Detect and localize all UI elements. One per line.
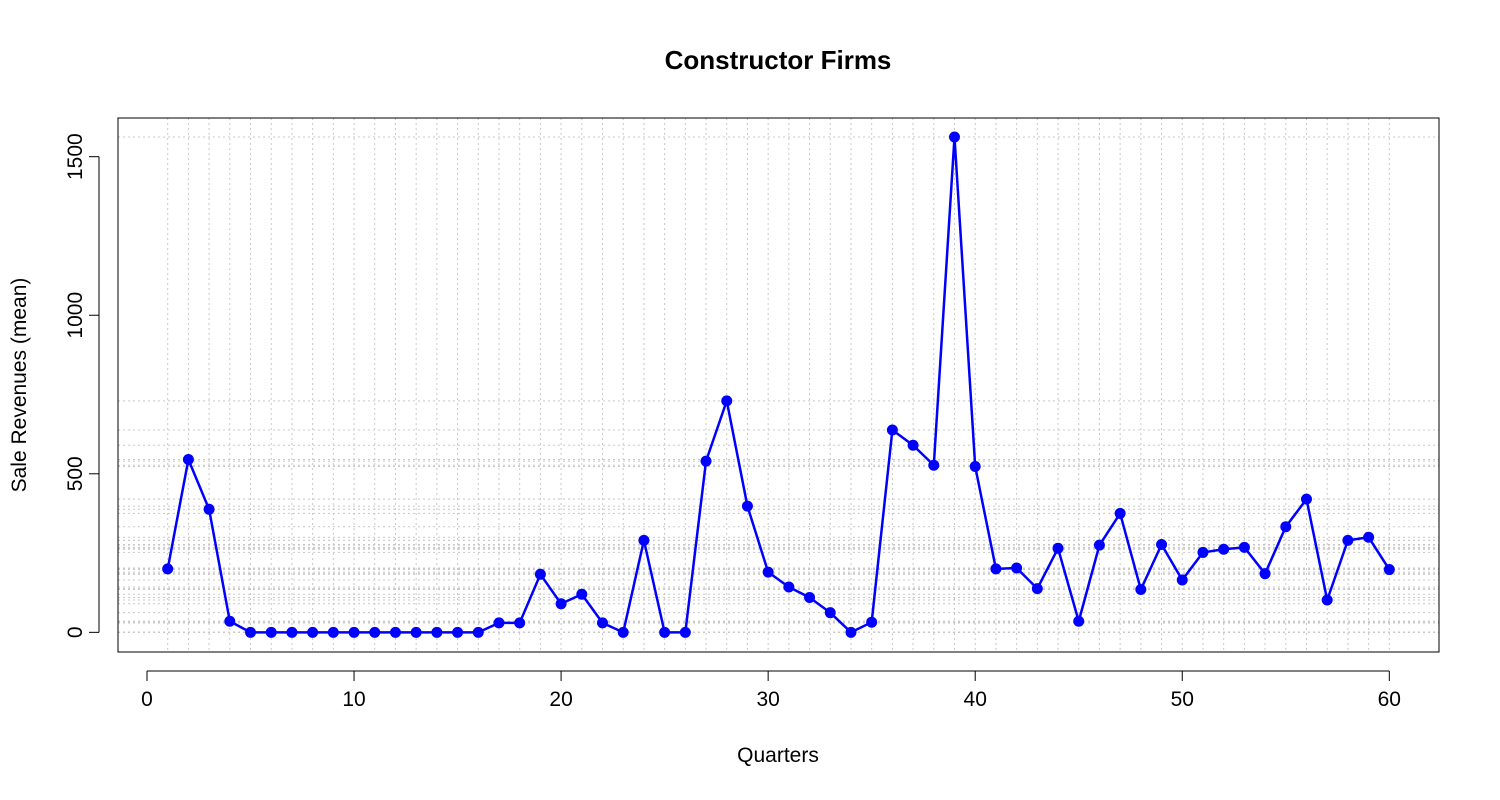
x-tick-label-10: 10 [342,688,365,711]
data-point-36 [886,424,898,436]
data-point-51 [1197,546,1209,558]
data-point-35 [866,616,878,628]
data-point-29 [741,500,753,512]
x-axis-label: Quarters [737,744,819,767]
y-tick-label-1000: 1000 [64,292,87,339]
y-tick-label-1500: 1500 [64,133,87,180]
data-point-60 [1383,564,1395,576]
data-point-26 [679,626,691,638]
data-point-10 [348,626,360,638]
data-point-52 [1218,543,1230,555]
data-point-5 [245,626,257,638]
data-point-23 [617,626,629,638]
y-tick-label-0: 0 [64,626,87,638]
data-point-30 [762,566,774,578]
data-point-11 [369,626,381,638]
data-point-41 [990,563,1002,575]
x-tick-label-40: 40 [964,688,987,711]
series-line [166,135,1391,634]
data-point-48 [1135,584,1147,596]
data-point-18 [514,617,526,629]
data-point-9 [327,626,339,638]
data-point-27 [700,455,712,467]
y-axis-label: Sale Revenues (mean) [8,278,31,493]
x-tick-label-60: 60 [1378,688,1401,711]
data-point-4 [224,615,236,627]
data-point-13 [410,626,422,638]
data-point-17 [493,617,505,629]
data-point-46 [1093,539,1105,551]
data-point-31 [783,581,795,593]
data-point-15 [452,626,464,638]
data-point-33 [824,607,836,619]
data-point-55 [1280,521,1292,533]
y-axis: 0 500 1000 1500 [64,133,100,638]
plot-area-border [117,117,1440,653]
data-point-7 [286,626,298,638]
data-point-56 [1300,493,1312,505]
data-point-34 [845,626,857,638]
data-point-47 [1114,507,1126,519]
data-point-22 [597,617,609,629]
data-point-20 [555,598,567,610]
x-tick-label-20: 20 [549,688,572,711]
data-point-50 [1176,574,1188,586]
data-point-3 [203,503,215,515]
data-point-45 [1073,615,1085,627]
data-point-59 [1363,531,1375,543]
data-point-16 [472,626,484,638]
data-point-40 [969,460,981,472]
data-point-24 [638,534,650,546]
data-point-43 [1031,583,1043,595]
x-tick-label-30: 30 [756,688,779,711]
data-point-8 [307,626,319,638]
data-point-38 [928,459,940,471]
chart-title: Constructor Firms [665,45,892,75]
data-point-2 [182,454,194,466]
data-point-39 [948,131,960,143]
data-point-19 [534,568,546,580]
y-tick-label-500: 500 [64,456,87,491]
data-point-1 [162,563,174,575]
data-point-32 [804,591,816,603]
data-point-53 [1238,541,1250,553]
vertical-gridlines [167,118,1390,652]
data-point-57 [1321,594,1333,606]
data-point-21 [576,588,588,600]
horizontal-gridlines [118,136,1439,633]
data-point-54 [1259,568,1271,580]
data-point-49 [1156,539,1168,551]
series-layer [162,131,1395,638]
x-axis: 0 10 20 30 40 50 60 [141,670,1401,711]
data-point-6 [265,626,277,638]
data-point-44 [1052,542,1064,554]
data-point-25 [659,626,671,638]
data-point-12 [389,626,401,638]
data-point-28 [721,395,733,407]
data-point-14 [431,626,443,638]
data-point-42 [1011,562,1023,574]
x-tick-label-50: 50 [1171,688,1194,711]
data-point-58 [1342,534,1354,546]
data-point-37 [907,439,919,451]
x-tick-label-0: 0 [141,688,153,711]
